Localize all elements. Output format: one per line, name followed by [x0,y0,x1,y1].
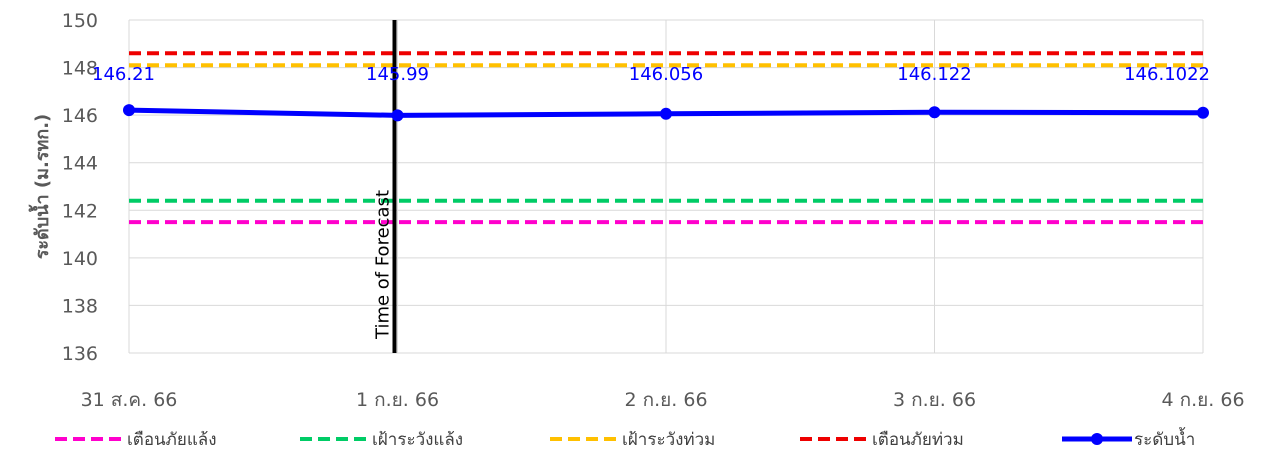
time-of-forecast-label: Time of Forecast [373,190,394,340]
x-tick-labels: 31 ส.ค. 66 1 ก.ย. 66 2 ก.ย. 66 3 ก.ย. 66 4 ก… [81,389,1245,411]
y-tick-label: 146 [62,105,98,127]
x-tick-label: 3 ก.ย. 66 [893,389,976,411]
legend-label: ระดับน้ำ [1134,427,1195,450]
water-level-series [123,104,1209,122]
y-tick-label: 148 [62,58,98,80]
x-tick-label: 1 ก.ย. 66 [356,389,439,411]
data-labels: 146.21 145.99 146.056 146.122 146.1022 [92,64,1210,85]
y-tick-label: 140 [62,248,98,270]
y-tick-label: 144 [62,153,98,175]
data-point [123,104,135,117]
legend-swatch-marker [1091,433,1103,445]
data-label: 146.122 [897,64,971,85]
y-tick-label: 138 [62,295,98,317]
legend-label: เตือนภัยท่วม [872,430,964,450]
y-tick-label: 136 [62,343,98,365]
legend: เตือนภัยแล้ง เฝ้าระวังแล้ง เฝ้าระวังท่วม เต… [55,427,1195,450]
data-label: 145.99 [366,64,429,85]
x-tick-label: 4 ก.ย. 66 [1161,389,1244,411]
legend-label: เฝ้าระวังแล้ง [372,430,463,450]
y-axis-label: ระดับน้ำ (ม.รทก.) [28,114,53,260]
legend-label: เฝ้าระวังท่วม [622,430,715,450]
data-label: 146.1022 [1124,64,1210,85]
data-point [660,107,672,120]
data-label: 146.056 [629,64,703,85]
data-point [928,106,941,119]
legend-label: เตือนภัยแล้ง [127,430,217,450]
y-tick-label: 142 [62,200,98,222]
data-point [1197,106,1209,119]
x-tick-label: 2 ก.ย. 66 [624,389,707,411]
data-point [391,109,404,122]
x-tick-label: 31 ส.ค. 66 [81,389,178,411]
y-tick-labels: 136 138 140 142 144 146 148 150 [62,10,98,365]
data-label: 146.21 [92,64,155,85]
y-tick-label: 150 [62,10,98,32]
